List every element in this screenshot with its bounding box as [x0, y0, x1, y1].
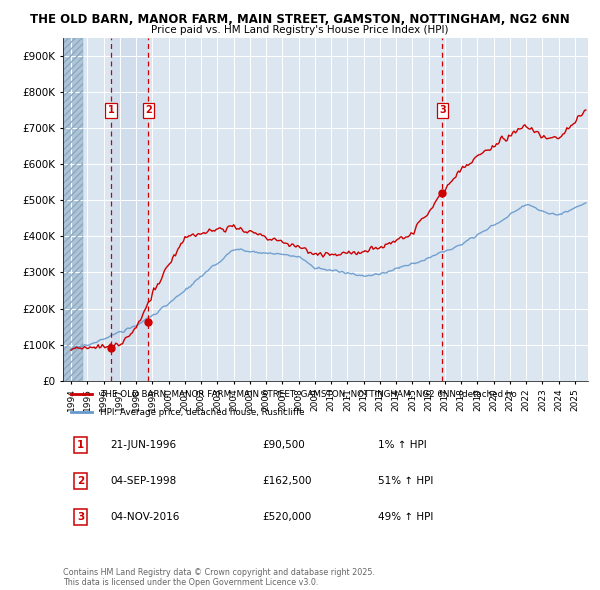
Text: 21-JUN-1996: 21-JUN-1996	[110, 440, 176, 450]
Text: 49% ↑ HPI: 49% ↑ HPI	[378, 512, 433, 522]
Text: £90,500: £90,500	[263, 440, 305, 450]
Text: THE OLD BARN, MANOR FARM, MAIN STREET, GAMSTON, NOTTINGHAM, NG2 6NN: THE OLD BARN, MANOR FARM, MAIN STREET, G…	[30, 13, 570, 26]
Text: 3: 3	[77, 512, 85, 522]
Text: 04-NOV-2016: 04-NOV-2016	[110, 512, 179, 522]
Text: 1% ↑ HPI: 1% ↑ HPI	[378, 440, 427, 450]
Text: £520,000: £520,000	[263, 512, 312, 522]
Text: 04-SEP-1998: 04-SEP-1998	[110, 476, 176, 486]
Text: 1: 1	[108, 106, 115, 116]
Text: THE OLD BARN, MANOR FARM, MAIN STREET, GAMSTON, NOTTINGHAM, NG2 6NN (detached ho: THE OLD BARN, MANOR FARM, MAIN STREET, G…	[100, 390, 517, 399]
Text: £162,500: £162,500	[263, 476, 312, 486]
Text: 2: 2	[145, 106, 152, 116]
Bar	[63, 38, 83, 381]
Text: 51% ↑ HPI: 51% ↑ HPI	[378, 476, 433, 486]
Text: Contains HM Land Registry data © Crown copyright and database right 2025.
This d: Contains HM Land Registry data © Crown c…	[63, 568, 375, 587]
Text: HPI: Average price, detached house, Rushcliffe: HPI: Average price, detached house, Rush…	[100, 408, 304, 417]
Text: Price paid vs. HM Land Registry's House Price Index (HPI): Price paid vs. HM Land Registry's House …	[151, 25, 449, 35]
Text: 1: 1	[77, 440, 85, 450]
Text: 2: 2	[77, 476, 85, 486]
Bar	[63, 38, 83, 381]
Bar	[111, 38, 148, 381]
Text: 3: 3	[439, 106, 446, 116]
